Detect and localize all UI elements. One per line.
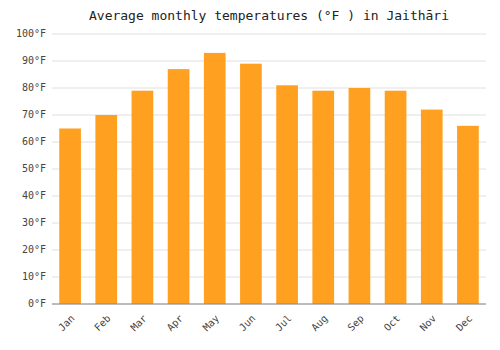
bar xyxy=(421,110,443,304)
bar xyxy=(240,64,262,304)
x-tick-label: May xyxy=(201,313,222,334)
y-tick-label: 100°F xyxy=(16,28,46,39)
bar xyxy=(276,85,298,304)
x-tick-label: Aug xyxy=(309,313,330,334)
grid-line xyxy=(52,88,486,89)
chart-title: Average monthly temperatures (°F ) in Ja… xyxy=(89,8,449,23)
x-tick-label: Dec xyxy=(454,313,475,334)
x-tick-label: Oct xyxy=(382,313,403,334)
bar xyxy=(349,88,371,304)
y-tick-label: 90°F xyxy=(22,55,46,66)
x-tick-label: Jun xyxy=(237,313,258,334)
bar xyxy=(385,91,407,304)
y-tick-label: 50°F xyxy=(22,163,46,174)
chart-container: Average monthly temperatures (°F ) in Ja… xyxy=(0,0,500,350)
y-tick-label: 40°F xyxy=(22,190,46,201)
grid xyxy=(52,34,486,304)
y-tick-label: 70°F xyxy=(22,109,46,120)
x-tick-label: Mar xyxy=(128,313,149,334)
bar xyxy=(204,53,226,304)
bar xyxy=(132,91,154,304)
bar xyxy=(168,69,190,304)
bar xyxy=(457,126,479,304)
grid-line xyxy=(52,304,486,305)
x-tick-label: Nov xyxy=(418,313,439,334)
bar xyxy=(312,91,334,304)
bars xyxy=(59,53,479,304)
x-tick-label: Apr xyxy=(165,313,186,334)
y-tick-label: 10°F xyxy=(22,271,46,282)
y-tick-label: 80°F xyxy=(22,82,46,93)
x-tick-label: Jul xyxy=(273,313,294,334)
y-tick-label: 30°F xyxy=(22,217,46,228)
y-tick-label: 0°F xyxy=(28,298,46,309)
x-tick-label: Jan xyxy=(56,313,77,334)
x-tick-label: Sep xyxy=(345,313,366,334)
grid-line xyxy=(52,34,486,35)
chart-svg: Average monthly temperatures (°F ) in Ja… xyxy=(0,0,500,350)
y-tick-label: 60°F xyxy=(22,136,46,147)
bar xyxy=(95,115,117,304)
bar xyxy=(59,129,81,305)
grid-line xyxy=(52,61,486,62)
y-tick-label: 20°F xyxy=(22,244,46,255)
x-tick-label: Feb xyxy=(92,313,113,334)
x-axis-line xyxy=(52,304,486,305)
